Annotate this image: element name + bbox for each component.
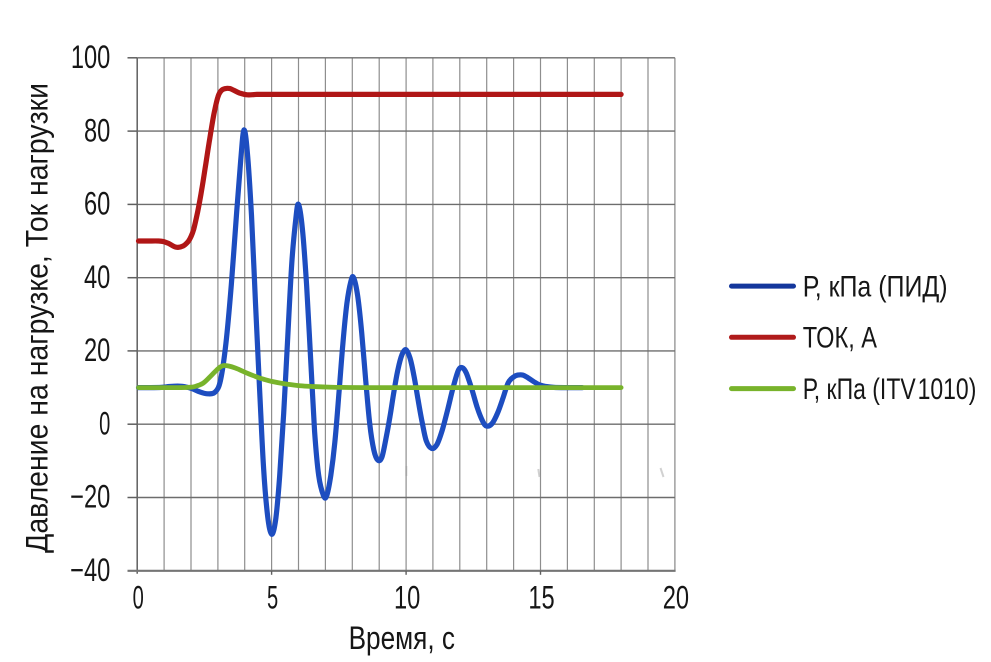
svg-text:ТОК, А: ТОК, А xyxy=(803,321,877,354)
svg-text:−20: −20 xyxy=(70,479,110,516)
svg-text:Р, кПа (ПИД): Р, кПа (ПИД) xyxy=(803,269,948,303)
svg-text:5: 5 xyxy=(267,580,278,616)
svg-text:20: 20 xyxy=(663,580,689,617)
svg-text:Давление на нагрузке, Ток нагр: Давление на нагрузке, Ток нагрузки xyxy=(20,83,55,553)
svg-text:20: 20 xyxy=(84,333,110,370)
svg-text:15: 15 xyxy=(528,580,554,617)
svg-text:Р, кПа (ITV 1010): Р, кПа (ITV 1010) xyxy=(803,372,977,406)
svg-text:40: 40 xyxy=(84,259,110,296)
svg-text:0: 0 xyxy=(99,406,110,442)
svg-text:80: 80 xyxy=(84,113,110,150)
svg-text:10: 10 xyxy=(394,580,420,617)
svg-text:0: 0 xyxy=(133,580,144,616)
svg-text:60: 60 xyxy=(84,186,110,223)
svg-text:100: 100 xyxy=(71,39,110,76)
svg-text:Время, с: Время, с xyxy=(349,620,456,656)
svg-text:−40: −40 xyxy=(70,552,110,589)
